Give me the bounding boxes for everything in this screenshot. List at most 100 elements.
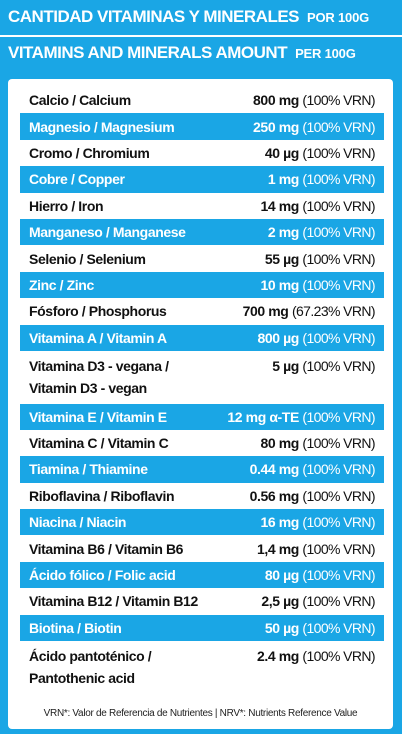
nutrient-percent-vrn: (100% VRN) [302,171,375,188]
nutrient-percent-vrn: (100% VRN) [302,224,375,241]
nutrient-amount: 50 µg [264,619,299,636]
nutrient-percent-vrn: (100% VRN) [302,461,375,478]
nutrient-row: Zinc / Zinc 10 mg (100% VRN) [20,271,384,299]
nutrient-name: Manganeso / Manganese [29,224,186,241]
nutrient-row: Vitamina A / Vitamin A 800 µg (100% VRN) [20,324,384,351]
nutrient-value: 1,4 mg (100% VRN) [257,540,376,557]
nutrient-value: 800 mg (100% VRN) [253,92,376,109]
nutrient-percent-vrn: (100% VRN) [302,144,375,161]
nutrient-row: Tiamina / Thiamine 0.44 mg (100% VRN) [20,456,384,483]
nutrient-amount: 16 mg [260,514,299,531]
nutrient-table-panel: Calcio / Calcium 800 mg (100% VRN) Magnesi… [8,79,393,729]
nutrient-row: Ácido pantoténico / Pantothenic acid 2.4 … [20,641,384,694]
nutrient-value: 0.44 mg (100% VRN) [249,461,376,478]
nutrient-value: 55 µg (100% VRN) [265,250,376,267]
nutrient-amount: 12 mg α-TE [227,408,299,425]
nutrient-name: Vitamina D3 - vegana / Vitamin D3 - vega… [29,357,169,396]
nutrient-row: Vitamina D3 - vegana / Vitamin D3 - vega… [20,351,384,404]
nutrient-row: Vitamina C / Vitamin C 80 mg (100% VRN) [20,430,384,456]
nutrient-row: Cobre / Copper 1 mg (100% VRN) [20,166,384,193]
nutrient-percent-vrn: (100% VRN) [302,92,375,109]
nutrient-row: Vitamina B6 / Vitamin B6 1,4 mg (100% VRN… [20,535,384,561]
nutrient-value: 2.4 mg (100% VRN) [257,645,376,667]
nutrient-name: Cromo / Chromium [29,144,150,161]
nutrient-amount: 700 mg [242,303,289,320]
nutrient-row: Magnesio / Magnesium 250 mg (100% VRN) [20,113,384,140]
nutrient-percent-vrn: (100% VRN) [302,435,375,452]
nutrient-name: Riboflavina / Riboflavin [29,487,175,504]
nutrient-value: 40 µg (100% VRN) [264,144,376,161]
nutrient-amount: 40 µg [264,144,299,161]
header-title-spanish: CANTIDAD VITAMINAS Y MINERALES [8,7,300,26]
nutrient-percent-vrn: (100% VRN) [302,619,375,636]
nutrient-name: Hierro / Iron [29,197,104,214]
nutrient-row: Fósforo / Phosphorus 700 mg (67.23% VRN) [20,298,384,324]
nutrient-name: Fósforo / Phosphorus [29,303,167,320]
nutrient-name: Niacina / Niacin [29,514,127,531]
nutrient-name: Vitamina E / Vitamin E [29,408,167,425]
nutrient-percent-vrn: (100% VRN) [302,487,375,504]
nutrient-percent-vrn: (100% VRN) [302,250,375,267]
nutrient-percent-vrn: (100% VRN) [302,197,375,214]
nutrient-name: Vitamina C / Vitamin C [29,435,169,452]
nutrient-amount: 0.44 mg [249,461,300,478]
nutrient-percent-vrn: (67.23% VRN) [291,303,376,320]
nutrient-row: Biotina / Biotin 50 µg (100% VRN) [20,614,384,642]
nutrient-value: 1 mg (100% VRN) [267,171,376,188]
nutrient-amount: 2 mg [267,224,299,241]
nutrient-table: Calcio / Calcium 800 mg (100% VRN) Magnesi… [20,87,384,694]
nutrient-value: 250 mg (100% VRN) [253,118,376,135]
nutrient-percent-vrn: (100% VRN) [302,514,375,531]
nutrient-value: 50 µg (100% VRN) [264,619,376,636]
nutrient-value: 16 mg (100% VRN) [260,514,375,530]
nutrient-value: 5 µg (100% VRN) [272,355,375,377]
nutrient-value: 80 µg (100% VRN) [264,567,376,584]
nutrient-amount: 0.56 mg [249,487,300,504]
nutrient-row: Hierro / Iron 14 mg (100% VRN) [20,193,384,219]
nutrient-name: Magnesio / Magnesium [29,118,175,135]
nutrient-percent-vrn: (100% VRN) [302,408,375,425]
nutrient-name: Ácido pantoténico / Pantothenic acid [29,648,152,687]
nutrient-amount: 1 mg [267,171,299,188]
nutrient-value: 800 µg (100% VRN) [257,330,375,346]
nutrient-amount: 800 µg [257,329,299,346]
nutrient-row: Calcio / Calcium 800 mg (100% VRN) [20,87,384,113]
nutrient-name: Tiamina / Thiamine [29,461,148,478]
nutrient-percent-vrn: (100% VRN) [302,276,375,293]
nutrient-percent-vrn: (100% VRN) [302,329,375,346]
header-line-spanish: CANTIDAD VITAMINAS Y MINERALES POR 100G [8,7,394,27]
header-per-english: PER 100G [295,46,356,61]
header-per-spanish: POR 100G [307,10,370,25]
nutrient-amount: 10 mg [260,276,299,293]
nutrient-row: Vitamina B12 / Vitamin B12 2,5 µg (100% V… [20,588,384,614]
nutrient-row: Ácido fólico / Folic acid 80 µg (100% VRN… [20,561,384,589]
nutrient-name: Vitamina B12 / Vitamin B12 [29,593,198,610]
nutrient-value: 700 mg (67.23% VRN) [242,303,376,320]
nutrient-row: Vitamina E / Vitamin E 12 mg α-TE (100% V… [20,403,384,430]
nutrient-value: 2,5 µg (100% VRN) [261,593,375,609]
nutrient-percent-vrn: (100% VRN) [302,593,375,610]
nutrient-percent-vrn: (100% VRN) [302,357,375,374]
nutrient-amount: 250 mg [253,118,299,135]
nutrient-row: Cromo / Chromium 40 µg (100% VRN) [20,140,384,166]
nutrient-percent-vrn: (100% VRN) [302,540,375,557]
nutrient-row: Selenio / Selenium 55 µg (100% VRN) [20,245,384,271]
nutrient-name: Biotina / Biotin [29,619,122,636]
nutrient-amount: 80 µg [264,567,299,584]
nutrient-amount: 5 µg [272,357,299,374]
nutrient-value: 14 mg (100% VRN) [260,198,375,214]
nutrient-percent-vrn: (100% VRN) [302,118,375,135]
nutrient-percent-vrn: (100% VRN) [302,567,375,584]
nutrient-percent-vrn: (100% VRN) [302,648,375,665]
footnote: VRN*: Valor de Referencia de Nutrientes … [43,708,358,719]
nutrient-value: 0.56 mg (100% VRN) [249,487,376,504]
nutrient-name: Ácido fólico / Folic acid [29,567,176,584]
nutrient-name: Selenio / Selenium [29,250,146,267]
nutrient-name: Zinc / Zinc [29,276,94,293]
header-line-english: VITAMINS AND MINERALS AMOUNT PER 100G [8,43,394,63]
nutrient-value: 12 mg α-TE (100% VRN) [227,409,375,425]
nutrient-name: Cobre / Copper [29,171,125,188]
nutrient-value: 2 mg (100% VRN) [267,224,376,241]
nutrient-row: Riboflavina / Riboflavin 0.56 mg (100% VR… [20,483,384,509]
nutrient-row: Manganeso / Manganese 2 mg (100% VRN) [20,218,384,246]
